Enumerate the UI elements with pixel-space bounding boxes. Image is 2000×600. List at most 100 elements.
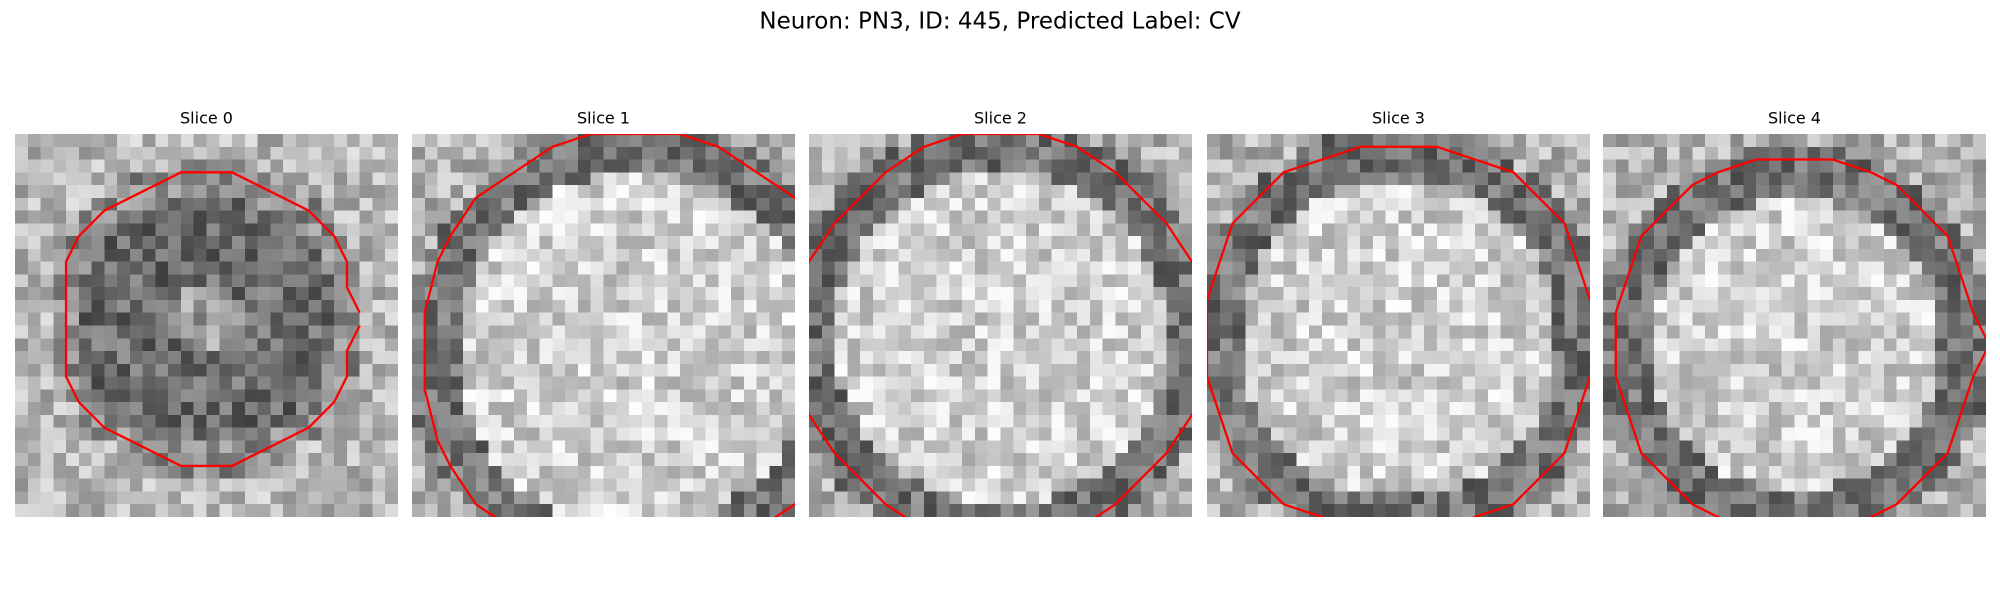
pixel xyxy=(488,427,502,441)
pixel xyxy=(1309,287,1323,301)
pixel xyxy=(1013,351,1027,365)
pixel xyxy=(885,478,899,492)
pixel xyxy=(1538,172,1552,186)
pixel xyxy=(1102,478,1116,492)
pixel xyxy=(1089,312,1103,326)
pixel xyxy=(78,287,92,301)
pixel xyxy=(1832,363,1846,377)
pixel xyxy=(283,287,297,301)
pixel xyxy=(565,210,579,224)
pixel xyxy=(437,210,451,224)
pixel xyxy=(372,427,386,441)
pixel xyxy=(308,134,322,148)
pixel xyxy=(1153,312,1167,326)
pixel xyxy=(40,248,54,262)
pixel xyxy=(321,504,335,517)
pixel xyxy=(1603,159,1617,173)
pixel xyxy=(1832,504,1846,517)
pixel xyxy=(450,338,464,352)
pixel xyxy=(1692,236,1706,250)
pixel xyxy=(232,287,246,301)
pixel xyxy=(1845,312,1859,326)
pixel xyxy=(1115,287,1129,301)
pixel xyxy=(987,299,1001,313)
pixel xyxy=(244,351,258,365)
pixel xyxy=(911,440,925,454)
pixel xyxy=(1115,402,1129,416)
pixel xyxy=(860,440,874,454)
pixel xyxy=(78,312,92,326)
pixel xyxy=(372,159,386,173)
pixel xyxy=(1628,363,1642,377)
pixel xyxy=(244,402,258,416)
pixel xyxy=(1641,363,1655,377)
pixel xyxy=(1296,197,1310,211)
pixel xyxy=(488,414,502,428)
pixel xyxy=(1398,248,1412,262)
pixel xyxy=(168,465,182,479)
pixel xyxy=(1026,172,1040,186)
pixel xyxy=(475,236,489,250)
pixel xyxy=(1743,504,1757,517)
pixel xyxy=(1115,478,1129,492)
pixel xyxy=(1270,453,1284,467)
pixel xyxy=(1334,363,1348,377)
pixel xyxy=(1679,453,1693,467)
pixel xyxy=(1077,465,1091,479)
pixel xyxy=(501,312,515,326)
pixel xyxy=(629,146,643,160)
pixel xyxy=(1411,478,1425,492)
pixel xyxy=(1692,440,1706,454)
pixel xyxy=(1717,414,1731,428)
pixel xyxy=(104,389,118,403)
pixel xyxy=(1794,159,1808,173)
pixel xyxy=(1603,440,1617,454)
pixel xyxy=(1960,236,1974,250)
pixel xyxy=(53,146,67,160)
pixel xyxy=(923,351,937,365)
pixel xyxy=(168,172,182,186)
pixel xyxy=(437,261,451,275)
pixel xyxy=(1947,172,1961,186)
pixel xyxy=(769,363,783,377)
pixel xyxy=(1398,146,1412,160)
pixel xyxy=(1140,491,1154,505)
pixel xyxy=(1013,440,1027,454)
pixel xyxy=(539,185,553,199)
pixel xyxy=(1768,223,1782,237)
pixel xyxy=(129,414,143,428)
pixel xyxy=(1564,389,1578,403)
pixel xyxy=(1666,427,1680,441)
pixel xyxy=(1385,414,1399,428)
pixel xyxy=(1641,414,1655,428)
pixel xyxy=(1449,376,1463,390)
pixel xyxy=(1730,299,1744,313)
pixel xyxy=(232,338,246,352)
pixel xyxy=(1258,274,1272,288)
pixel xyxy=(1347,248,1361,262)
pixel xyxy=(1219,351,1233,365)
pixel xyxy=(91,351,105,365)
pixel xyxy=(1781,363,1795,377)
pixel xyxy=(1398,363,1412,377)
pixel xyxy=(40,427,54,441)
pixel xyxy=(1179,351,1192,365)
pixel xyxy=(1756,223,1770,237)
pixel xyxy=(718,197,732,211)
pixel xyxy=(1089,287,1103,301)
pixel xyxy=(1270,414,1284,428)
pixel xyxy=(244,172,258,186)
pixel xyxy=(565,351,579,365)
pixel xyxy=(1372,351,1386,365)
pixel xyxy=(1730,223,1744,237)
pixel xyxy=(654,491,668,505)
pixel xyxy=(1832,299,1846,313)
pixel xyxy=(526,274,540,288)
pixel xyxy=(1922,402,1936,416)
pixel xyxy=(1462,159,1476,173)
pixel xyxy=(1398,453,1412,467)
pixel xyxy=(1013,159,1027,173)
pixel xyxy=(718,389,732,403)
pixel xyxy=(1038,210,1052,224)
pixel xyxy=(1026,491,1040,505)
